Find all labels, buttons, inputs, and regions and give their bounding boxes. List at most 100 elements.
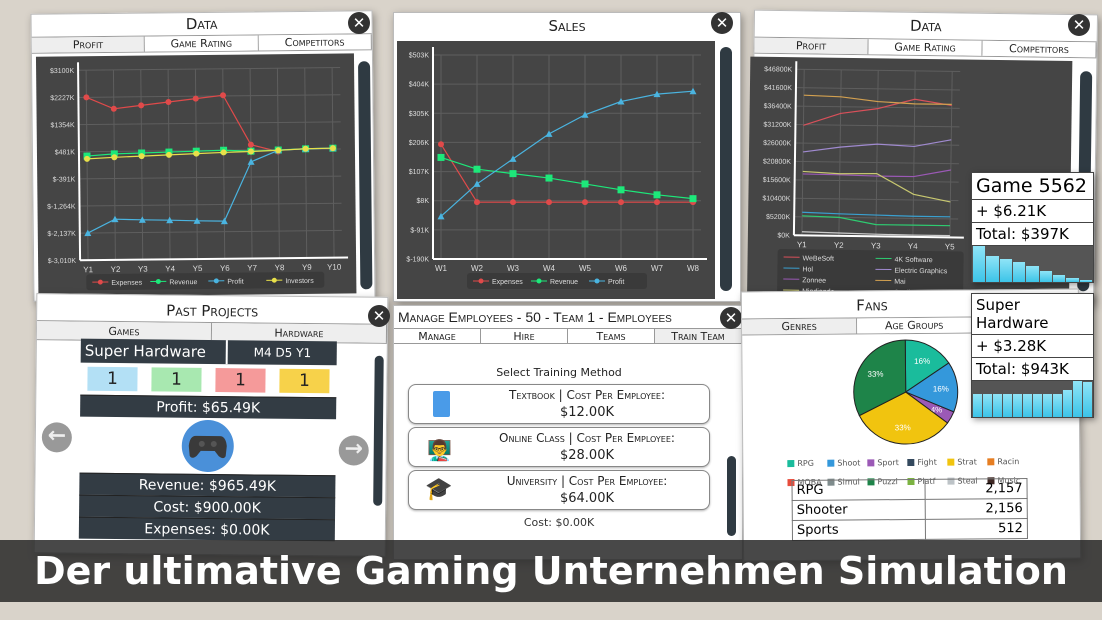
sales-panel: Sales $-190K $-91K $8K $107K $206K $305K $404K… xyxy=(393,12,741,302)
textbook-method-button[interactable]: Textbook | Cost Per Employee: $12.00K xyxy=(408,384,710,424)
profit-chart: $-3,010K $-2,137K $-1,264K $-391K $481K $1354… xyxy=(47,62,349,291)
training-prompt: Select Training Method xyxy=(496,366,622,379)
x-tick-label: Y2 xyxy=(834,241,844,250)
data-point xyxy=(220,92,227,99)
series-line xyxy=(802,169,951,178)
data-point xyxy=(83,94,90,101)
legend-marker xyxy=(271,277,277,283)
tab-game-rating[interactable]: Game Rating xyxy=(868,39,983,56)
chart-legend: Expenses Revenue Profit xyxy=(467,273,647,289)
gridline xyxy=(79,229,342,234)
y-tick-label: $503K xyxy=(409,53,430,60)
scrollbar[interactable] xyxy=(358,61,373,290)
university-method-button[interactable]: 🎓 University | Cost Per Employee: $64.00K xyxy=(408,470,710,510)
tab-games[interactable]: Games xyxy=(36,321,213,342)
genre-name: Shooter xyxy=(792,499,925,521)
y-tick-label: $206K xyxy=(409,140,430,147)
data-point xyxy=(84,155,91,162)
tab-teams[interactable]: Teams xyxy=(568,329,655,343)
scrollbar[interactable] xyxy=(373,355,384,506)
y-tick-label: $26000K xyxy=(763,140,791,147)
y-tick-label: $481K xyxy=(55,149,76,156)
tab-game-rating[interactable]: Game Rating xyxy=(145,35,259,52)
popup-bar xyxy=(983,393,992,417)
past-projects-panel: Past Projects Games Hardware Super Hardwa… xyxy=(33,293,389,557)
gridline xyxy=(85,70,89,261)
gridline xyxy=(167,69,171,260)
legend-label: Electric Graphics xyxy=(894,268,947,276)
legend-marker xyxy=(213,278,219,284)
legend-label: 4K Software xyxy=(895,257,933,265)
legend-label: Profit xyxy=(608,279,624,286)
chart-legend: Expenses Revenue Profit Investors xyxy=(86,271,325,291)
tab-manage[interactable]: Manage xyxy=(394,329,481,343)
tab-genres[interactable]: Genres xyxy=(742,318,858,335)
data-point xyxy=(545,174,553,182)
pie-slice-strat xyxy=(858,391,949,445)
arrow-left-icon: ← xyxy=(47,423,67,449)
data-point xyxy=(193,217,201,224)
popup-bar xyxy=(999,259,1012,282)
y-tick-label: $31200K xyxy=(763,122,791,129)
competitors-chart: $0K $5200K $10400K $15600K $20800K $26000K $31… xyxy=(762,61,964,298)
legend-marker xyxy=(594,278,600,284)
data-point xyxy=(275,147,282,154)
table-row: Sports 512 xyxy=(792,518,1028,541)
y-tick-label: $0K xyxy=(777,232,790,239)
gridline xyxy=(912,70,916,237)
tab-profit[interactable]: Profit xyxy=(754,37,869,55)
y-tick-label: $41600K xyxy=(764,85,792,92)
popup-bar xyxy=(1043,393,1052,417)
gridline xyxy=(331,67,335,258)
fans-panel: Fans Genres Age Groups 16% 16% 4% 33% 33% RPG… xyxy=(740,288,1082,562)
legend-item: Sport xyxy=(867,457,907,469)
tab-competitors[interactable]: Competitors xyxy=(258,34,372,51)
pie-slice-label: 16% xyxy=(933,384,949,393)
series-line xyxy=(86,94,279,153)
x-axis xyxy=(793,234,964,239)
y-tick-label: $20800K xyxy=(763,158,791,165)
panel-title: Manage Employees - 50 - Team 1 - Employe… xyxy=(398,309,672,325)
legend-label: Strat xyxy=(957,457,977,467)
method-cost: $64.00K xyxy=(559,491,614,506)
data-point xyxy=(438,141,444,148)
data-point xyxy=(84,229,92,237)
data-point xyxy=(111,215,119,223)
tab-competitors[interactable]: Competitors xyxy=(982,40,1097,58)
x-tick-label: Y10 xyxy=(327,263,342,272)
series-line xyxy=(440,90,694,217)
close-button[interactable]: ✕ xyxy=(368,305,390,327)
pie-slice-label: 33% xyxy=(867,370,883,379)
data-point xyxy=(247,141,254,148)
y-axis xyxy=(792,61,798,236)
scrollbar[interactable] xyxy=(720,47,732,291)
legend-label: Racin xyxy=(997,457,1020,467)
previous-button[interactable]: ← xyxy=(41,422,73,453)
legend-swatch xyxy=(827,459,835,467)
popup-bar xyxy=(1012,262,1026,282)
stat-chip: 1 xyxy=(87,366,138,392)
x-tick-label: Y2 xyxy=(111,265,121,274)
data-panel-right: Data Profit Game Rating Competitors $0K $52… xyxy=(747,9,1099,305)
popup-bar xyxy=(1079,280,1092,282)
close-button[interactable]: ✕ xyxy=(711,12,733,34)
revenue-label: Revenue: $965.49K xyxy=(79,472,336,498)
gridline xyxy=(875,70,879,237)
legend-label: Shoot xyxy=(837,458,861,468)
popup-bar xyxy=(1053,393,1062,417)
scrollbar[interactable] xyxy=(727,456,736,536)
tab-age-groups[interactable]: Age Groups xyxy=(857,317,973,334)
data-point xyxy=(545,130,553,137)
close-button[interactable]: ✕ xyxy=(1068,14,1090,36)
y-tick-label: $15600K xyxy=(763,177,791,184)
series-line xyxy=(802,139,952,153)
online-class-method-button[interactable]: 👨‍🏫 Online Class | Cost Per Employee: $28… xyxy=(408,427,710,467)
close-button[interactable]: ✕ xyxy=(348,12,370,34)
next-button[interactable]: → xyxy=(338,435,369,466)
close-button[interactable]: ✕ xyxy=(720,307,742,329)
series-line xyxy=(802,170,951,203)
tab-train-team[interactable]: Train Team xyxy=(655,329,742,343)
tab-hire[interactable]: Hire xyxy=(481,329,568,343)
close-icon: ✕ xyxy=(352,14,366,32)
tab-profit[interactable]: Profit xyxy=(31,36,146,53)
